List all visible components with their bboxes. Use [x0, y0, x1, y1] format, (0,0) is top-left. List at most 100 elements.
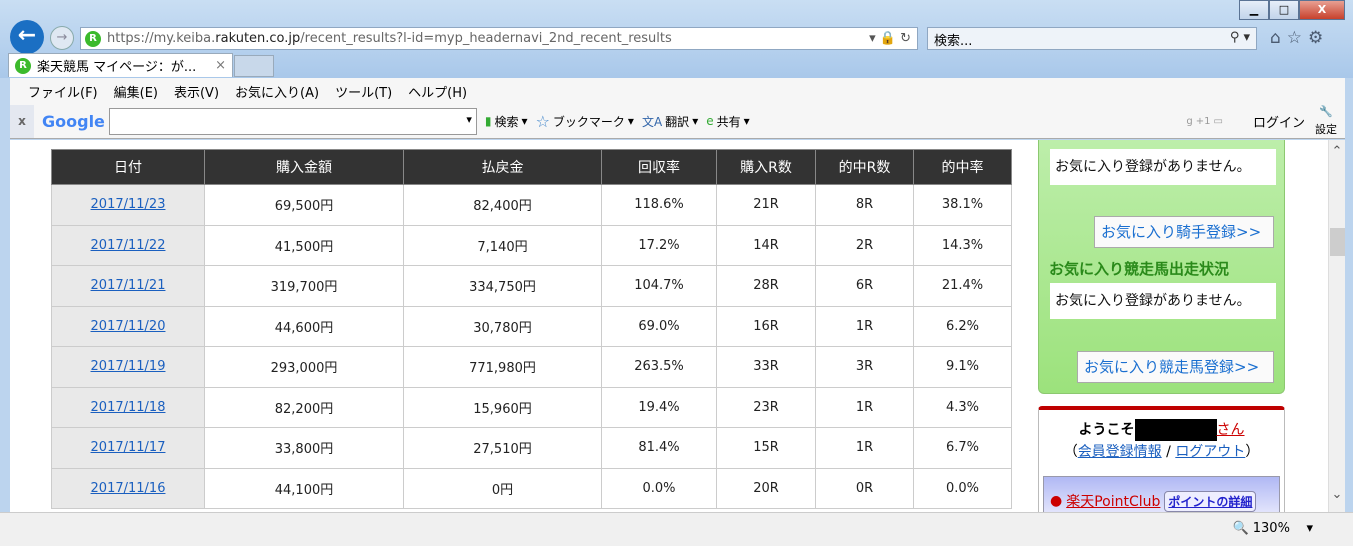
url-prefix: https://my.keiba. — [107, 31, 216, 46]
table-cell: 1R — [815, 305, 914, 347]
logout-link[interactable]: ログアウト — [1175, 444, 1246, 460]
back-button[interactable]: ← — [10, 20, 44, 54]
tab-close-icon[interactable]: × — [215, 58, 226, 73]
share-label: 共有 — [716, 114, 741, 129]
table-cell: 27,510円 — [403, 427, 602, 469]
gplus-button[interactable]: g +1 ▭ — [1186, 115, 1223, 127]
google-logo: Google — [42, 111, 105, 131]
welcome-text: ようこそ — [1078, 422, 1135, 438]
site-icon: R — [85, 30, 101, 47]
column-header: 回収率 — [601, 149, 717, 185]
menu-edit[interactable]: 編集(E) — [113, 85, 158, 101]
google-search-button[interactable]: ▮ 検索 ▾ — [484, 114, 528, 129]
tab-active[interactable]: R 楽天競馬 マイページ：が... × — [8, 53, 233, 77]
bookmark-label: ブックマーク — [552, 114, 625, 129]
table-cell: 33R — [716, 346, 816, 388]
vertical-scrollbar[interactable]: ⌃ ⌄ — [1328, 140, 1345, 512]
table-row: 2017/11/18 82,200円 15,960円 19.4% 23R 1R 4.3% — [51, 386, 1012, 428]
search-box[interactable]: 検索... ⚲ ▾ — [927, 27, 1257, 50]
username-link[interactable]: さん — [1216, 422, 1245, 438]
scrollbar-thumb[interactable] — [1330, 228, 1345, 256]
table-cell: 771,980円 — [403, 346, 602, 388]
pointclub-box: ● 楽天PointClub ポイントの詳細 — [1043, 476, 1280, 512]
address-bar[interactable]: R https://my.keiba. rakuten.co.jp/recent_… — [80, 27, 918, 50]
table-cell: 14.3% — [913, 224, 1012, 266]
date-cell: 2017/11/21 — [51, 265, 205, 307]
table-cell: 1R — [815, 427, 914, 469]
table-cell: 21R — [716, 184, 816, 226]
point-detail-button[interactable]: ポイントの詳細 — [1164, 490, 1257, 512]
no-favorites-horse: お気に入り登録がありません。 — [1050, 283, 1276, 319]
date-link[interactable]: 2017/11/18 — [90, 399, 166, 415]
menu-bar: ファイル(F) 編集(E) 表示(V) お気に入り(A) ツール(T) ヘルプ(… — [10, 78, 1345, 104]
table-row: 2017/11/17 33,800円 27,510円 81.4% 15R 1R 6.7% — [51, 427, 1012, 469]
menu-file[interactable]: ファイル(F) — [28, 85, 98, 101]
zoom-control[interactable]: 🔍 130% ▾ — [1232, 521, 1313, 536]
translate-button[interactable]: 文A 翻訳 ▾ — [641, 114, 699, 129]
table-cell: 293,000円 — [204, 346, 404, 388]
table-cell: 104.7% — [601, 265, 717, 307]
table-cell: 15,960円 — [403, 386, 602, 428]
scroll-down-icon[interactable]: ⌄ — [1331, 487, 1343, 502]
forward-button[interactable]: → — [50, 26, 74, 50]
date-cell: 2017/11/20 — [51, 305, 205, 347]
column-header: 購入R数 — [716, 149, 816, 185]
table-cell: 44,100円 — [204, 467, 404, 509]
table-cell: 0R — [815, 467, 914, 509]
lock-refresh-icon[interactable]: ▾ 🔒 ↻ — [869, 31, 911, 46]
play-icon: ● — [1050, 493, 1063, 509]
maximize-button[interactable]: □ — [1269, 0, 1299, 20]
search-icon[interactable]: ⚲ ▾ — [1229, 30, 1250, 45]
url-host: rakuten.co.jp — [215, 31, 301, 46]
date-cell: 2017/11/22 — [51, 224, 205, 266]
table-cell: 7,140円 — [403, 224, 602, 266]
star-icon: ☆ — [535, 111, 550, 131]
google-search-input[interactable] — [108, 107, 477, 135]
favorite-jockey-register-button[interactable]: お気に入り騎手登録>> — [1094, 216, 1274, 248]
url-path: /recent_results?l-id=myp_headernavi_2nd_… — [300, 31, 672, 46]
date-link[interactable]: 2017/11/20 — [90, 318, 166, 334]
table-row: 2017/11/22 41,500円 7,140円 17.2% 14R 2R 14.3% — [51, 224, 1012, 266]
table-cell: 6.2% — [913, 305, 1012, 347]
new-tab-button[interactable] — [234, 55, 274, 77]
date-link[interactable]: 2017/11/16 — [90, 480, 166, 496]
table-row: 2017/11/16 44,100円 0円 0.0% 20R 0R 0.0% — [51, 467, 1012, 509]
date-link[interactable]: 2017/11/21 — [90, 278, 166, 294]
date-link[interactable]: 2017/11/19 — [90, 359, 166, 375]
favorite-horse-register-button[interactable]: お気に入り競走馬登録>> — [1077, 351, 1274, 383]
table-cell: 319,700円 — [204, 265, 404, 307]
table-cell: 334,750円 — [403, 265, 602, 307]
date-link[interactable]: 2017/11/17 — [90, 440, 166, 456]
table-cell: 20R — [716, 467, 816, 509]
table-cell: 17.2% — [601, 224, 717, 266]
login-button[interactable]: ログイン — [1252, 115, 1305, 131]
table-row: 2017/11/21 319,700円 334,750円 104.7% 28R 6R 21.… — [51, 265, 1012, 307]
close-toolbar-icon[interactable]: x — [10, 104, 34, 138]
date-cell: 2017/11/17 — [51, 427, 205, 469]
date-link[interactable]: 2017/11/22 — [90, 237, 166, 253]
table-cell: 263.5% — [601, 346, 717, 388]
menu-tools[interactable]: ツール(T) — [335, 85, 393, 101]
member-info-link[interactable]: 会員登録情報 — [1077, 444, 1162, 460]
menu-view[interactable]: 表示(V) — [173, 85, 220, 101]
date-link[interactable]: 2017/11/23 — [90, 197, 166, 213]
table-cell: 23R — [716, 386, 816, 428]
menu-help[interactable]: ヘルプ(H) — [408, 85, 468, 101]
table-cell: 21.4% — [913, 265, 1012, 307]
translate-label: 翻訳 — [665, 114, 690, 129]
settings-button[interactable]: 🔧 設定 — [1315, 105, 1337, 137]
date-cell: 2017/11/19 — [51, 346, 205, 388]
home-favorites-gear-icons[interactable]: ⌂☆⚙ — [1270, 28, 1330, 48]
pointclub-link[interactable]: 楽天PointClub — [1066, 494, 1161, 510]
table-cell: 0.0% — [913, 467, 1012, 509]
minimize-button[interactable]: ▁ — [1239, 0, 1269, 20]
scroll-up-icon[interactable]: ⌃ — [1331, 144, 1343, 159]
table-cell: 15R — [716, 427, 816, 469]
bookmark-button[interactable]: ☆ ブックマーク ▾ — [535, 111, 634, 131]
gplus-label: +1 — [1195, 115, 1211, 127]
table-cell: 41,500円 — [204, 224, 404, 266]
share-button[interactable]: e 共有 ▾ — [706, 114, 750, 129]
close-button[interactable]: X — [1299, 0, 1345, 20]
google-search-icon: ▮ — [484, 114, 492, 128]
menu-favorites[interactable]: お気に入り(A) — [235, 85, 320, 101]
